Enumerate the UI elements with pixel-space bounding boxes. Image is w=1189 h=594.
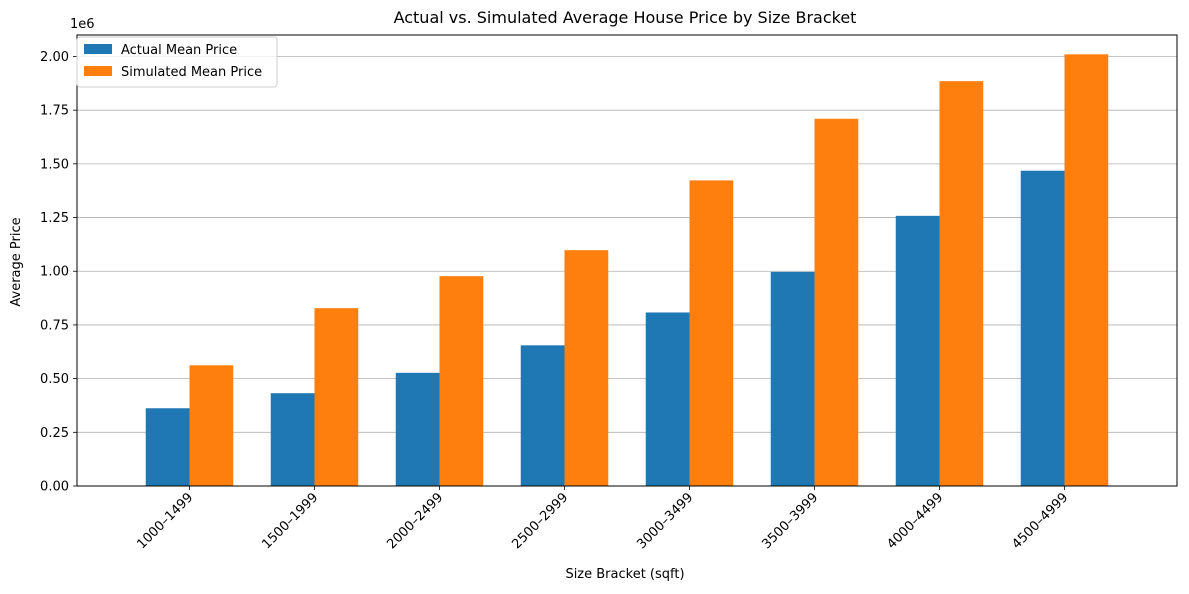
legend-swatch-actual: [84, 44, 112, 54]
simulated-price-bar-3: [564, 250, 609, 486]
y-tick-label: 0.75: [40, 318, 69, 333]
simulated-price-bar-1: [314, 308, 359, 486]
simulated-price-bar-5: [814, 118, 859, 486]
actual-price-bar-0: [145, 408, 190, 486]
legend-swatch-simulated: [84, 66, 112, 76]
simulated-price-bar-6: [939, 81, 984, 486]
actual-price-bar-2: [395, 372, 440, 486]
x-tick-label: 1500–1999: [259, 490, 321, 552]
y-tick-label: 1.25: [40, 211, 69, 226]
y-tick-label: 1.50: [40, 157, 69, 172]
simulated-price-bar-4: [689, 180, 734, 487]
simulated-price-bar-2: [439, 276, 484, 486]
actual-price-bar-4: [645, 312, 690, 486]
actual-price-bar-7: [1020, 170, 1065, 486]
grid-layer: [77, 56, 1177, 487]
y-tick-label: 0.00: [40, 480, 69, 495]
chart-title: Actual vs. Simulated Average House Price…: [394, 8, 857, 27]
y-axis-label: Average Price: [9, 217, 24, 306]
y-tick-label: 1.75: [40, 104, 69, 119]
x-axis-label: Size Bracket (sqft): [565, 567, 684, 582]
x-tick-label: 1000–1499: [134, 490, 196, 552]
y-tick-label: 1.00: [40, 265, 69, 280]
legend: Actual Mean Price Simulated Mean Price: [76, 36, 278, 88]
legend-label-simulated: Simulated Mean Price: [121, 65, 262, 80]
plot-frame: [76, 34, 1178, 487]
y-tick-label: 0.25: [40, 426, 69, 441]
actual-price-bar-1: [270, 393, 315, 486]
actual-price-bar-3: [520, 345, 565, 486]
y-axis-offset-label: 1e6: [70, 17, 95, 32]
actual-price-bar-6: [895, 215, 940, 486]
x-tick-label: 2000–2499: [384, 490, 446, 552]
simulated-price-bar-7: [1064, 54, 1109, 486]
axes-layer: [76, 34, 1178, 487]
y-tick-label: 2.00: [40, 50, 69, 65]
x-tick-label: 3000–3499: [634, 490, 696, 552]
y-tick-label: 0.50: [40, 372, 69, 387]
x-tick-label: 2500–2999: [509, 490, 571, 552]
actual-price-bar-5: [770, 271, 815, 486]
x-tick-label: 4500–4999: [1009, 490, 1071, 552]
legend-frame: [76, 36, 278, 88]
legend-label-actual: Actual Mean Price: [121, 43, 237, 58]
x-tick-label: 3500–3999: [759, 490, 821, 552]
bars-layer: [145, 54, 1109, 487]
x-tick-label: 4000–4499: [884, 490, 946, 552]
simulated-price-bar-0: [189, 365, 234, 486]
